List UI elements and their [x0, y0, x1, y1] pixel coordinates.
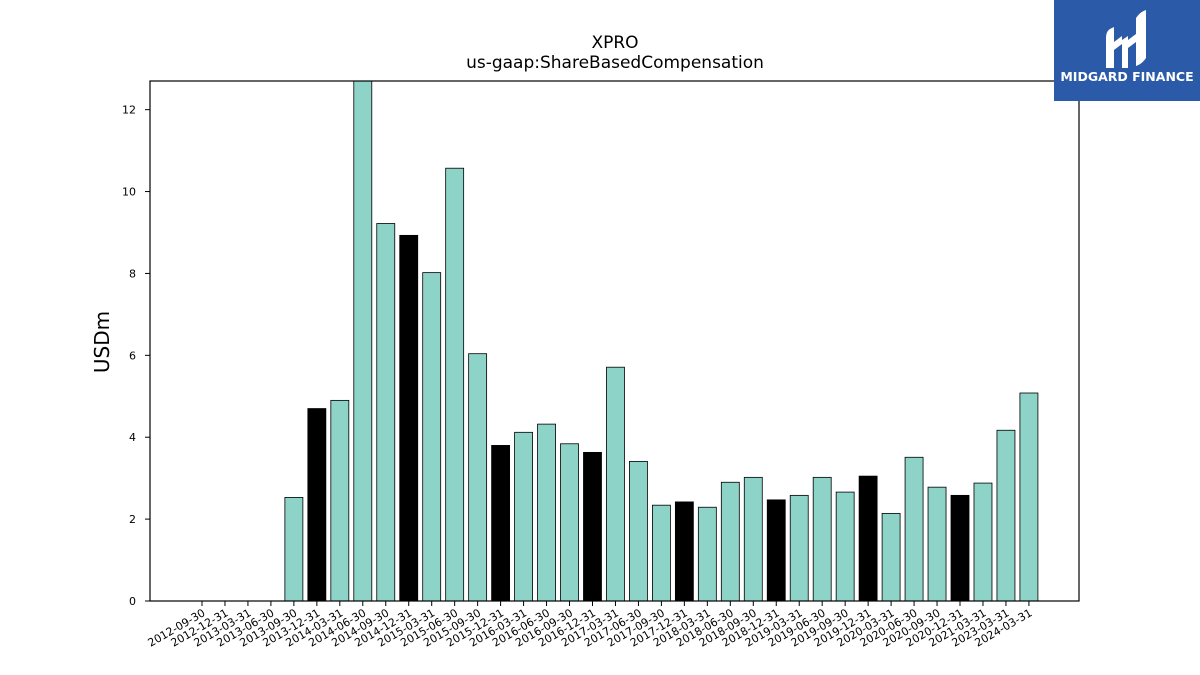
- bar-2015-06-30: [445, 167, 465, 602]
- y-tick-label: 12: [122, 104, 136, 117]
- bar-2016-09-30: [560, 443, 579, 602]
- y-tick-label: 10: [122, 186, 136, 199]
- bar-2014-03-31: [330, 399, 350, 602]
- bar-2020-12-31: [950, 494, 970, 602]
- midgard-finance-logo: MIDGARD FINANCE: [1054, 0, 1200, 101]
- y-axis-ticks: 0 2 4 6 8 10 12: [122, 104, 150, 608]
- logo-text: MIDGARD FINANCE: [1060, 69, 1193, 84]
- y-axis-label: USDm: [90, 311, 114, 373]
- bar-2016-03-31: [514, 431, 533, 602]
- bar-2021-03-31: [973, 482, 993, 602]
- bar-2019-12-31: [858, 475, 878, 602]
- bar-2016-12-31: [583, 451, 602, 602]
- bar-2024-03-31: [1019, 392, 1039, 602]
- bar-2014-09-30: [376, 223, 396, 602]
- bar-2020-09-30: [927, 486, 947, 602]
- bar-2018-09-30: [743, 476, 763, 602]
- bar-2020-06-30: [904, 456, 924, 602]
- bar-2016-06-30: [537, 423, 556, 602]
- x-axis-ticks: 2012-09-302012-12-312013-03-312013-06-30…: [146, 601, 1034, 650]
- bar-2019-03-31: [789, 494, 809, 602]
- bar-2015-09-30: [468, 353, 488, 602]
- plot-frame: [149, 80, 1080, 602]
- bar-2019-06-30: [812, 476, 832, 602]
- bar-2015-03-31: [422, 272, 442, 602]
- bar-2018-03-31: [697, 506, 717, 602]
- bar-2014-06-30: [353, 80, 373, 602]
- y-tick-label: 8: [129, 267, 136, 280]
- y-tick-label: 2: [129, 513, 136, 526]
- bar-2017-09-30: [652, 504, 671, 602]
- bar-2013-12-31: [307, 408, 327, 602]
- bars-group: [284, 80, 1039, 602]
- bar-2017-12-31: [674, 501, 694, 602]
- y-tick-label: 6: [129, 349, 136, 362]
- logo-mark-icon: [1106, 10, 1146, 68]
- bar-2018-06-30: [720, 481, 740, 602]
- bar-2017-06-30: [629, 460, 648, 602]
- chart-subtitle: us-gaap:ShareBasedCompensation: [466, 53, 764, 73]
- y-tick-label: 4: [129, 431, 136, 444]
- bar-2020-03-31: [881, 512, 901, 602]
- bar-2018-12-31: [766, 499, 786, 602]
- bar-2013-09-30: [284, 497, 304, 602]
- bar-2015-12-31: [491, 445, 511, 602]
- bar-2023-03-31: [996, 429, 1016, 602]
- y-tick-label: 0: [129, 595, 136, 608]
- bar-2017-03-31: [606, 366, 625, 602]
- chart-title: XPRO: [591, 33, 638, 53]
- bar-2014-12-31: [399, 234, 419, 602]
- bar-2019-09-30: [835, 491, 855, 602]
